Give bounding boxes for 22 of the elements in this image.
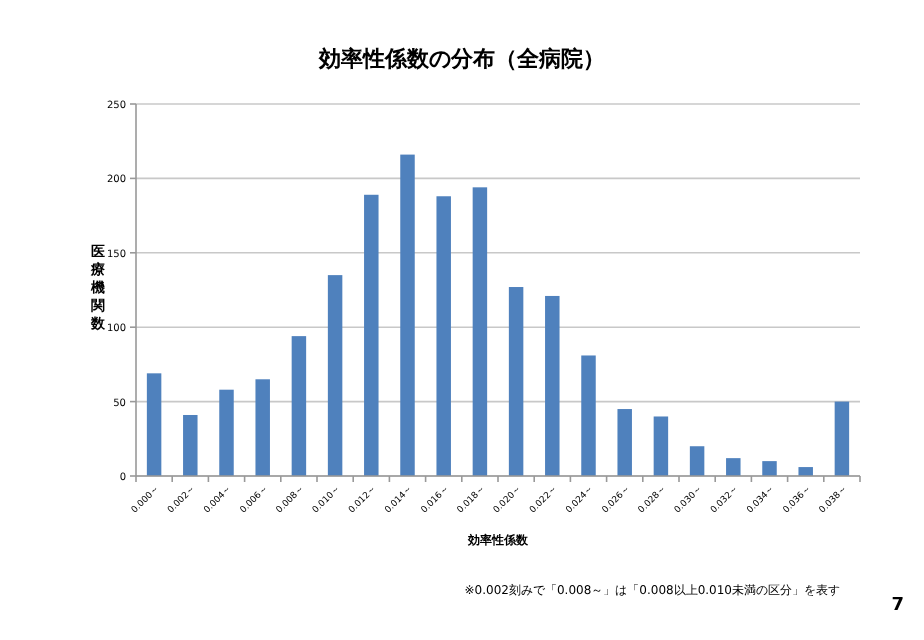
bar	[726, 458, 741, 476]
bar	[364, 194, 379, 476]
bar	[762, 461, 777, 476]
bar	[472, 187, 488, 476]
bar	[400, 154, 415, 476]
bar	[436, 196, 451, 476]
bar	[183, 414, 198, 476]
bar	[617, 409, 632, 476]
bar	[255, 379, 270, 476]
bar	[545, 295, 560, 476]
bar	[508, 287, 524, 476]
bar	[653, 416, 669, 476]
bar	[327, 275, 343, 476]
text: 7	[891, 596, 904, 616]
bar	[581, 355, 596, 476]
bar	[146, 373, 162, 476]
bar	[219, 389, 234, 476]
bar	[834, 401, 850, 476]
bar	[689, 446, 705, 476]
bar	[798, 467, 813, 476]
chart-title: 効率性係数の分布（全病院）	[317, 46, 605, 72]
bar	[291, 336, 307, 476]
